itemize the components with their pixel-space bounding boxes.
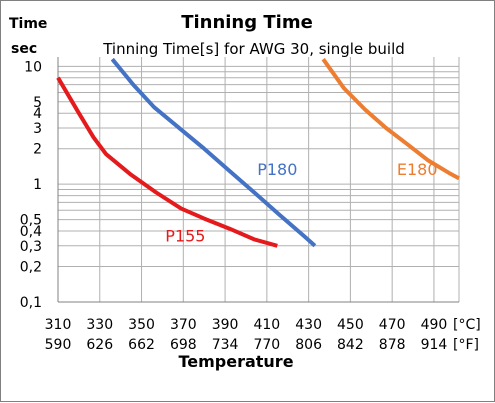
y-axis-title: Time <box>9 16 47 32</box>
y-tick-label: 1 <box>33 177 42 193</box>
x-tick-label-celsius: 310 <box>45 317 72 333</box>
y-tick-label: 0,5 <box>20 213 42 229</box>
y-tick-label: 10 <box>24 59 42 75</box>
y-tick-label: 2 <box>33 142 42 158</box>
series-group: P155 P180 E180 <box>56 57 460 248</box>
x-tick-label-celsius: 450 <box>337 317 364 333</box>
series-label-p180: P180 <box>257 160 297 179</box>
x-tick-label-celsius: 410 <box>253 317 280 333</box>
x-tick-label-fahrenheit: 626 <box>86 337 113 353</box>
x-tick-label-celsius: 330 <box>86 317 113 333</box>
x-unit-fahrenheit: [°F] <box>453 337 479 353</box>
chart-subtitle: Tinning Time[s] for AWG 30, single build <box>102 40 405 58</box>
series-label-p155: P155 <box>165 226 205 245</box>
series-label-e180: E180 <box>397 160 438 179</box>
x-tick-label-fahrenheit: 878 <box>379 337 406 353</box>
axes <box>57 57 459 303</box>
x-tick-label-celsius: 390 <box>212 317 239 333</box>
x-tick-label-celsius: 350 <box>128 317 155 333</box>
y-tick-label: 0,2 <box>20 260 42 276</box>
x-tick-label-fahrenheit: 914 <box>421 337 448 353</box>
x-tick-label-fahrenheit: 842 <box>337 337 364 353</box>
series-line-p155 <box>56 76 278 248</box>
series-line-p180 <box>110 57 317 248</box>
x-tick-label-fahrenheit: 770 <box>253 337 280 353</box>
x-tick-label-celsius: 430 <box>295 317 322 333</box>
x-tick-label-fahrenheit: 734 <box>212 337 239 353</box>
x-tick-label-fahrenheit: 698 <box>170 337 197 353</box>
chart-title: Tinning Time <box>181 12 313 33</box>
x-unit-celsius: [°C] <box>453 317 481 333</box>
series-line-e180 <box>321 58 460 181</box>
y-tick-label: 3 <box>33 121 42 137</box>
y-tick-label: 0,3 <box>20 239 42 255</box>
y-tick-label: 4 <box>33 106 42 122</box>
x-tick-label-celsius: 470 <box>379 317 406 333</box>
x-tick-label-fahrenheit: 806 <box>295 337 322 353</box>
grid <box>57 57 460 303</box>
y-tick-label: 0,4 <box>20 224 42 240</box>
x-tick-label-fahrenheit: 590 <box>45 337 72 353</box>
x-tick-label-celsius: 490 <box>421 317 448 333</box>
x-tick-label-fahrenheit: 662 <box>128 337 155 353</box>
x-tick-label-celsius: 370 <box>170 317 197 333</box>
y-axis-unit: sec <box>11 41 37 57</box>
y-tick-label: 5 <box>33 95 42 111</box>
x-axis-title: Temperature <box>178 352 293 371</box>
y-tick-label: 0,1 <box>20 295 42 311</box>
